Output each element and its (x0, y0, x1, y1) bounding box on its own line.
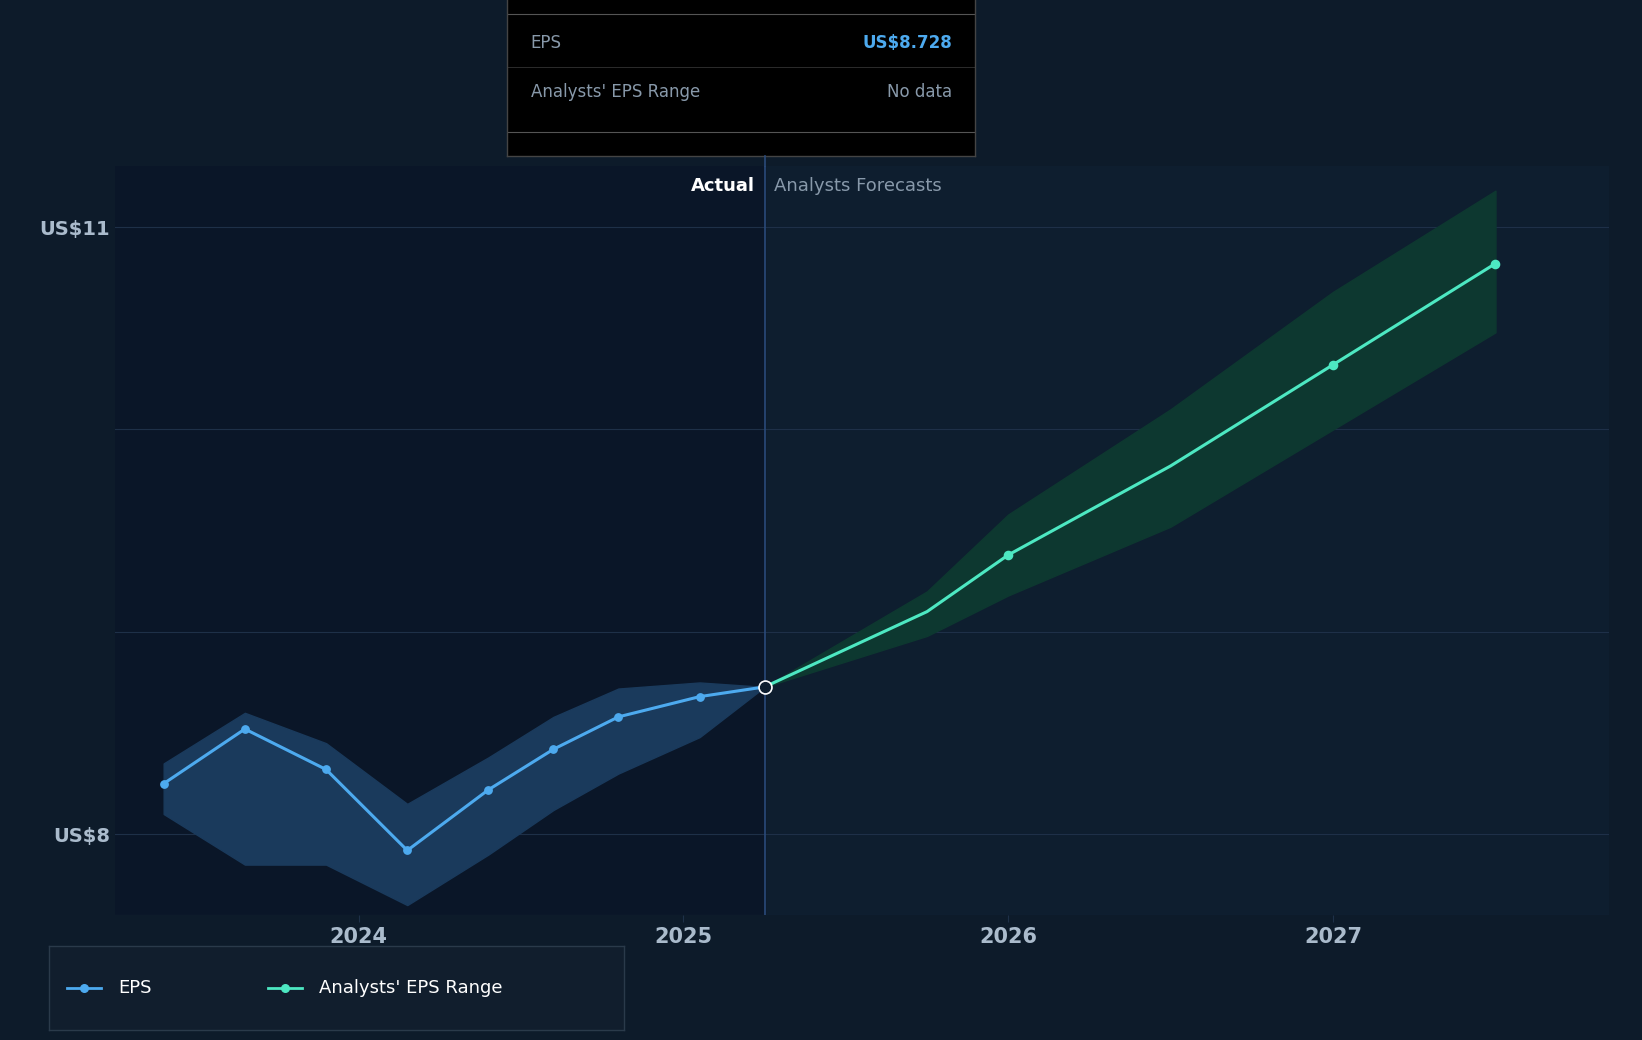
Text: No data: No data (887, 83, 952, 101)
Point (475, 781, 501, 798)
Point (394, 842, 420, 859)
Point (752, 678, 778, 695)
Point (995, 547, 1021, 564)
Point (686, 688, 713, 705)
Text: EPS: EPS (530, 34, 562, 52)
Bar (277, 166, 765, 915)
Point (151, 776, 177, 792)
Point (606, 708, 632, 725)
Text: EPS: EPS (118, 979, 151, 997)
Text: Analysts' EPS Range: Analysts' EPS Range (530, 83, 699, 101)
Point (540, 740, 566, 757)
Bar (115, 166, 277, 915)
Point (232, 721, 258, 737)
Text: US$8.728: US$8.728 (862, 34, 952, 52)
Point (71, 980, 97, 996)
Point (1483, 255, 1509, 271)
Text: Actual: Actual (691, 177, 755, 194)
Point (314, 761, 340, 778)
Text: Analysts Forecasts: Analysts Forecasts (775, 177, 943, 194)
Point (1320, 357, 1346, 373)
Point (273, 980, 299, 996)
Point (752, 678, 778, 695)
Text: Analysts' EPS Range: Analysts' EPS Range (319, 979, 502, 997)
